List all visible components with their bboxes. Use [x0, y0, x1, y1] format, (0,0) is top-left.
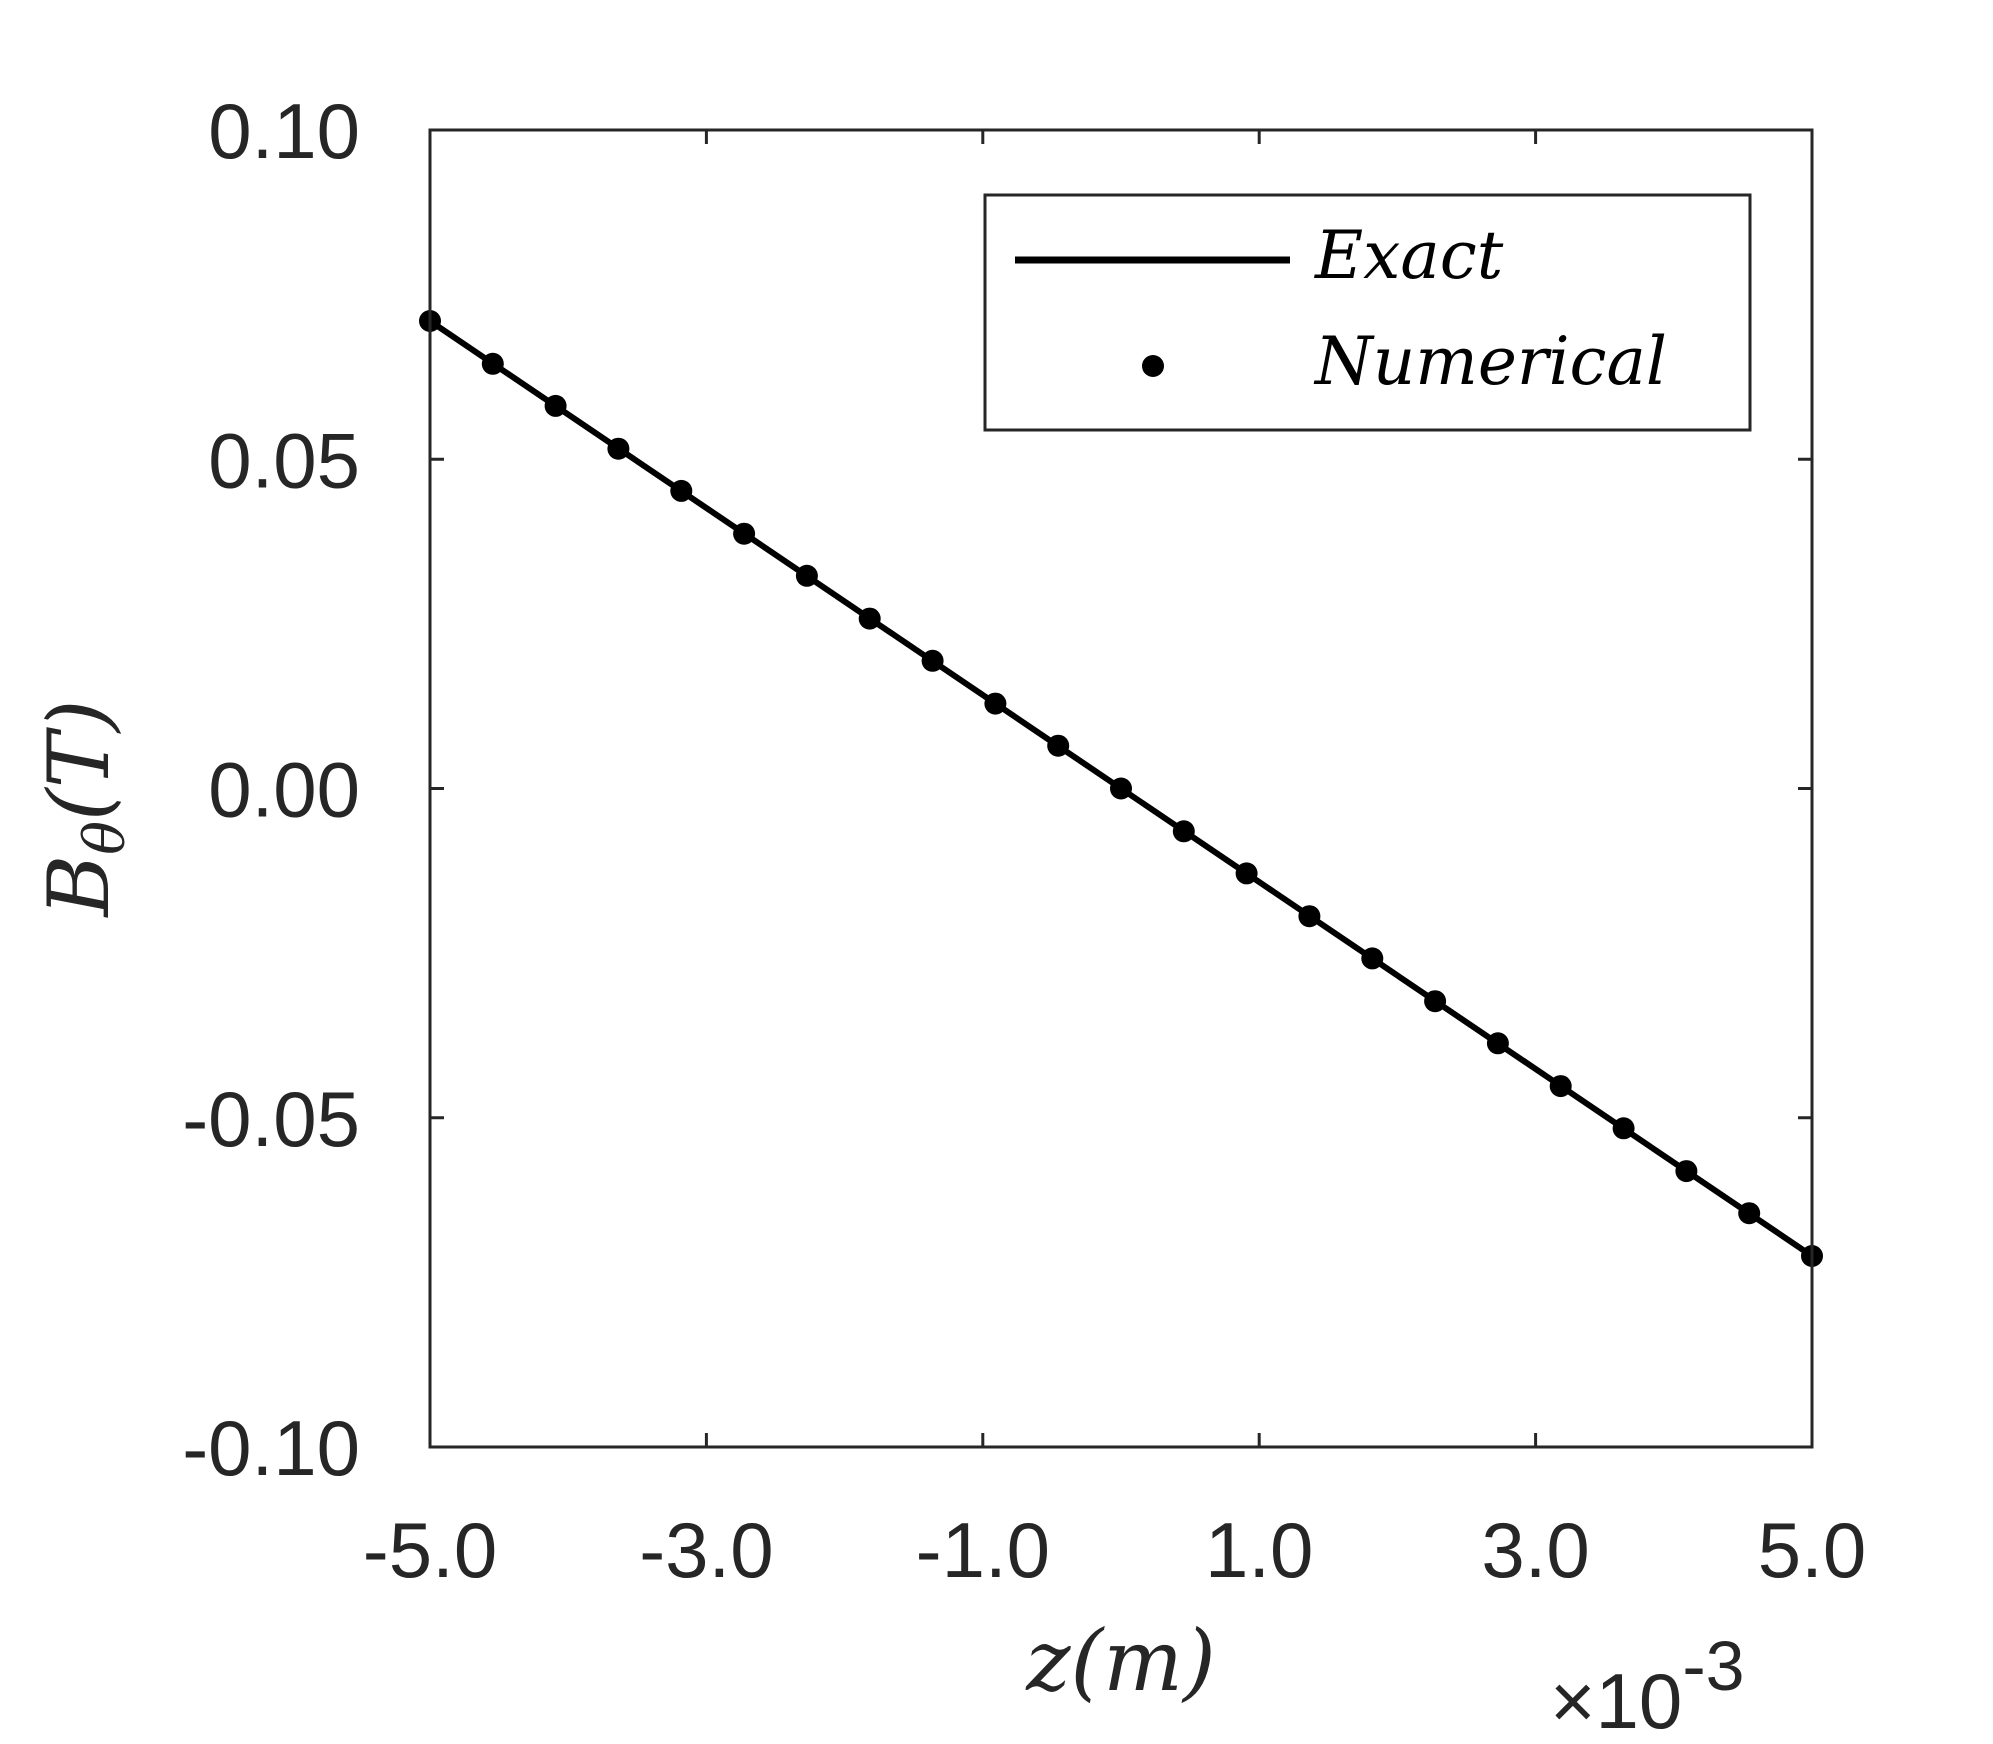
data-point-numerical: [733, 522, 756, 545]
y-tick-label: -0.10: [182, 1404, 360, 1492]
y-axis-label: Bθ(T): [30, 699, 138, 918]
legend-numerical-marker: [1142, 355, 1164, 377]
data-point-numerical: [1172, 820, 1195, 843]
x-axis-multiplier: ×10-3: [1550, 1627, 1745, 1744]
data-point-numerical: [1047, 734, 1070, 757]
data-point-numerical: [921, 649, 944, 672]
y-axis-label-unit: (T): [30, 699, 128, 821]
legend-numerical-label: Numerical: [1313, 323, 1667, 400]
data-point-numerical: [481, 352, 504, 375]
data-point-numerical: [1424, 990, 1447, 1013]
svg-text:Bθ(T): Bθ(T): [30, 699, 138, 918]
legend-box: [983, 193, 1752, 432]
y-tick-label: 0.00: [208, 746, 360, 834]
y-axis-label-main: B: [30, 855, 128, 919]
data-point-numerical: [1110, 777, 1132, 800]
y-axis-label-sub: θ: [73, 821, 138, 855]
data-point-numerical: [1486, 1032, 1509, 1055]
data-point-numerical: [1549, 1075, 1572, 1098]
data-point-numerical: [795, 564, 818, 587]
x-tick-label: -5.0: [363, 1506, 497, 1594]
series-layer: [419, 310, 1823, 1267]
y-tick-label: -0.05: [182, 1075, 360, 1163]
data-point-numerical: [1298, 905, 1321, 928]
data-point-numerical: [607, 437, 630, 460]
x-tick-label: 1.0: [1205, 1506, 1313, 1594]
legend-exact-label: Exact: [1314, 217, 1504, 294]
x-axis-multiplier-exponent: -3: [1682, 1627, 1744, 1705]
data-point-numerical: [544, 394, 567, 417]
x-axis-label: z(m): [1025, 1612, 1215, 1710]
data-point-numerical: [670, 479, 693, 502]
data-point-numerical: [858, 607, 881, 630]
data-point-numerical: [1235, 862, 1258, 885]
y-tick-label: 0.05: [208, 416, 360, 504]
x-tick-label: 5.0: [1758, 1506, 1866, 1594]
x-tick-label: -1.0: [916, 1506, 1050, 1594]
data-point-numerical: [1738, 1202, 1761, 1225]
data-point-numerical: [1612, 1117, 1635, 1140]
legend: Exact Numerical: [983, 193, 1752, 432]
x-axis-multiplier-base: ×10: [1550, 1657, 1682, 1744]
x-tick-label: 3.0: [1481, 1506, 1589, 1594]
tick-labels-layer: -5.0 -3.0 -1.0 1.0 3.0 5.0 0.10 0.05 0.00 -0.05 -0…: [182, 87, 1866, 1594]
data-point-numerical: [1361, 947, 1384, 970]
data-point-numerical: [1675, 1160, 1698, 1183]
ticks-layer: [428, 128, 1814, 1449]
y-tick-label: 0.10: [208, 87, 360, 175]
x-tick-label: -3.0: [639, 1506, 773, 1594]
data-point-numerical: [984, 692, 1007, 715]
